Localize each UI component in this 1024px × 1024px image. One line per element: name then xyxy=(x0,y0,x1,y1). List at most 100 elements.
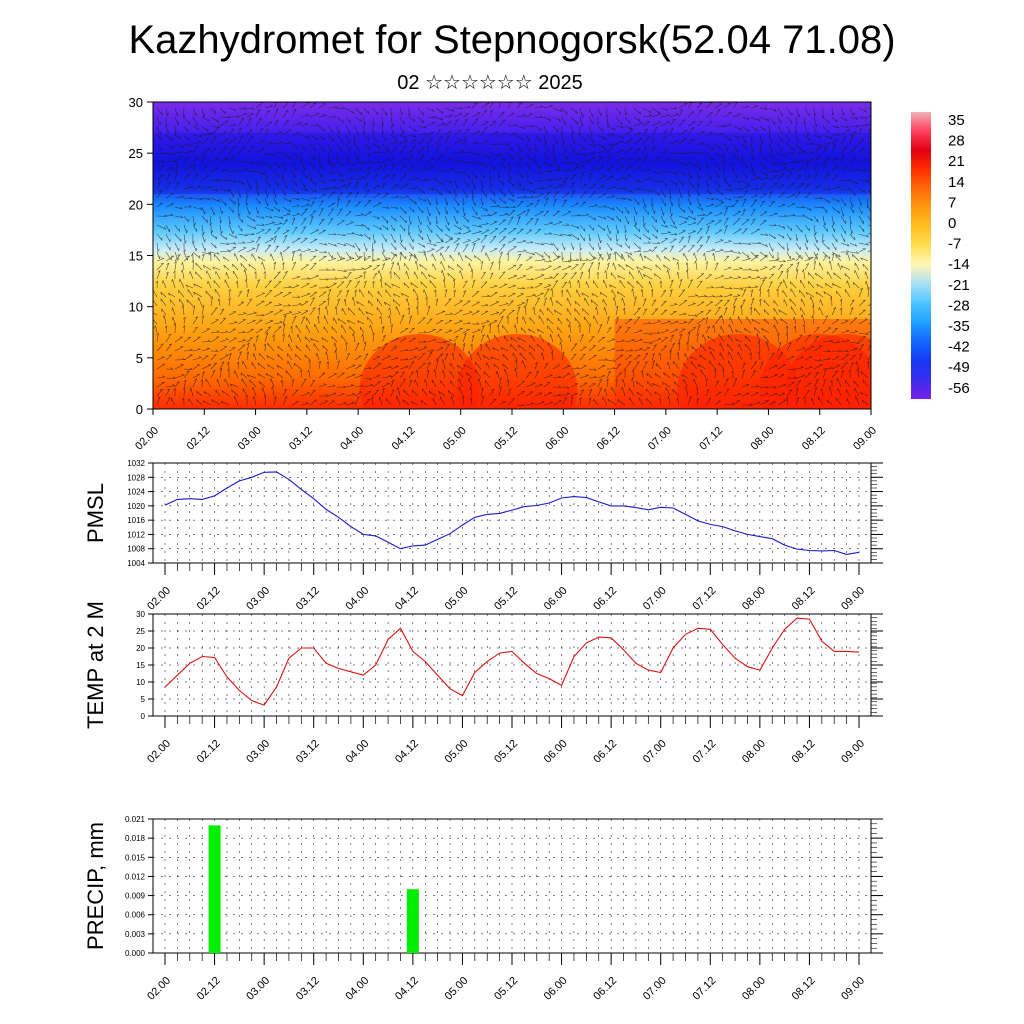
wind-vector-head xyxy=(172,376,176,379)
wind-vector-head xyxy=(577,225,580,229)
wind-vector xyxy=(597,324,603,334)
wind-vector-head xyxy=(546,317,549,322)
wind-vector-head xyxy=(674,303,678,305)
wind-vector-head xyxy=(502,236,507,238)
wind-vector xyxy=(804,366,813,370)
wind-vector xyxy=(593,280,599,289)
wind-vector-head xyxy=(523,305,526,309)
wind-vector xyxy=(697,364,707,370)
wind-vector xyxy=(588,143,596,148)
wind-vector xyxy=(228,224,234,234)
wind-vector-head xyxy=(193,283,196,287)
wind-vector-head xyxy=(204,211,206,215)
wind-vector xyxy=(457,264,464,271)
wind-vector xyxy=(471,118,479,127)
wind-vector xyxy=(651,215,657,223)
wind-vector-head xyxy=(170,213,174,216)
wind-vector xyxy=(552,210,560,217)
wind-vector xyxy=(300,301,309,307)
wind-vector xyxy=(597,242,601,250)
wind-vector xyxy=(435,116,443,121)
wind-vector xyxy=(659,352,662,361)
wind-vector-head xyxy=(227,368,230,372)
wind-vector xyxy=(372,193,381,199)
wind-vector xyxy=(660,289,667,298)
wind-vector xyxy=(291,251,295,262)
wind-vector xyxy=(663,264,671,271)
wind-vector-head xyxy=(448,298,452,300)
wind-vector xyxy=(507,102,512,109)
wind-vector xyxy=(165,107,168,116)
wind-vector xyxy=(858,332,869,335)
wind-vector xyxy=(264,188,268,198)
wind-vector xyxy=(165,152,176,156)
wind-vector xyxy=(579,365,587,370)
wind-vector xyxy=(579,172,585,181)
wind-vector xyxy=(462,343,466,352)
wind-vector xyxy=(228,328,236,334)
wind-vector xyxy=(498,119,506,127)
wind-vector xyxy=(642,323,652,325)
wind-vector xyxy=(687,318,694,325)
wind-vector-head xyxy=(195,173,199,176)
wind-vector-head xyxy=(582,353,586,356)
wind-vector-head xyxy=(581,172,584,175)
wind-vector xyxy=(282,120,289,127)
wind-vector xyxy=(453,197,460,206)
wind-vector xyxy=(516,250,527,253)
wind-vector-head xyxy=(517,337,520,341)
wind-vector-head xyxy=(809,366,813,368)
wind-vector xyxy=(615,224,619,234)
wind-vector-head xyxy=(539,127,542,131)
wind-vector-head xyxy=(829,366,833,369)
wind-vector xyxy=(453,289,456,298)
wind-vector xyxy=(579,116,583,127)
wind-vector xyxy=(264,320,274,325)
wind-vector-head xyxy=(467,226,470,230)
wind-vector xyxy=(264,179,271,187)
wind-vector-head xyxy=(442,369,444,373)
wind-vector xyxy=(399,337,407,343)
wind-vector-head xyxy=(374,174,378,176)
wind-vector-head xyxy=(636,266,639,270)
wind-vector xyxy=(210,336,220,343)
wind-vector xyxy=(165,271,169,280)
wind-vector xyxy=(156,363,166,370)
wind-vector xyxy=(291,303,302,307)
wind-vector xyxy=(723,205,734,208)
wind-vector xyxy=(417,317,426,325)
wind-vector-head xyxy=(528,345,531,349)
wind-vector xyxy=(462,311,473,316)
wind-vector xyxy=(660,215,666,224)
wind-vector xyxy=(264,244,272,253)
wind-vector-head xyxy=(674,225,678,229)
wind-vector xyxy=(858,169,867,172)
wind-vector xyxy=(529,351,536,361)
wind-vector xyxy=(768,116,776,125)
wind-vector xyxy=(660,232,671,235)
wind-vector-head xyxy=(743,289,747,292)
wind-vector-head xyxy=(341,281,345,283)
wind-vector xyxy=(786,224,792,232)
wind-vector xyxy=(543,105,554,109)
wind-vector xyxy=(201,242,206,252)
wind-vector xyxy=(543,143,549,152)
wind-vector xyxy=(813,242,820,251)
wind-vector xyxy=(591,293,599,298)
wind-vector-head xyxy=(440,353,444,355)
wind-vector xyxy=(255,128,264,136)
wind-vector xyxy=(597,224,606,232)
wind-vector-head xyxy=(756,269,759,272)
wind-vector xyxy=(588,184,597,190)
wind-vector xyxy=(525,161,531,170)
wind-vector xyxy=(507,143,513,151)
wind-vector xyxy=(606,153,612,163)
wind-vector xyxy=(444,115,453,118)
wind-vector xyxy=(813,359,822,361)
wind-vector xyxy=(696,217,704,226)
wind-vector xyxy=(831,139,838,145)
wind-vector-head xyxy=(509,344,512,348)
wind-vector xyxy=(597,164,605,172)
wind-vector xyxy=(561,211,572,217)
wind-vector xyxy=(813,107,815,117)
